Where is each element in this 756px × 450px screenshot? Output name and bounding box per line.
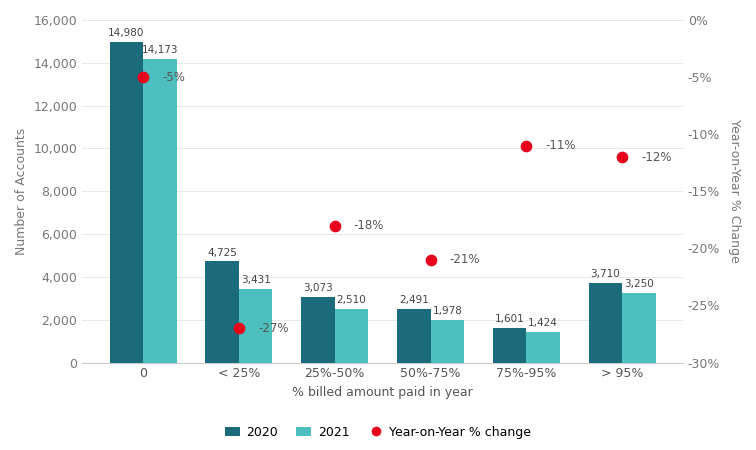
Text: 4,725: 4,725	[207, 248, 237, 257]
X-axis label: % billed amount paid in year: % billed amount paid in year	[293, 386, 473, 399]
Y-axis label: Year-on-Year % Change: Year-on-Year % Change	[728, 119, 741, 263]
Bar	[430, 320, 464, 363]
Legend: 2020, 2021, Year-on-Year % change: 2020, 2021, Year-on-Year % change	[220, 421, 536, 444]
Bar	[493, 328, 526, 363]
Text: 1,424: 1,424	[528, 318, 558, 328]
Year-on-Year % change	[233, 325, 245, 332]
Year-on-Year % change	[424, 256, 436, 263]
Bar	[589, 283, 622, 363]
Text: 3,250: 3,250	[624, 279, 654, 289]
Bar	[397, 309, 430, 363]
Bar	[239, 289, 272, 363]
Bar	[335, 309, 368, 363]
Y-axis label: Number of Accounts: Number of Accounts	[15, 128, 28, 255]
Text: -27%: -27%	[258, 322, 289, 335]
Bar	[526, 332, 560, 363]
Text: -11%: -11%	[546, 139, 576, 152]
Year-on-Year % change	[137, 73, 149, 81]
Text: 3,431: 3,431	[240, 275, 271, 285]
Text: 14,173: 14,173	[141, 45, 178, 55]
Bar	[143, 59, 177, 363]
Year-on-Year % change	[520, 142, 532, 149]
Text: 14,980: 14,980	[108, 28, 144, 38]
Text: -12%: -12%	[641, 151, 672, 163]
Bar	[301, 297, 335, 363]
Text: -5%: -5%	[163, 71, 185, 84]
Bar	[110, 42, 143, 363]
Text: 3,710: 3,710	[590, 269, 620, 279]
Text: 1,601: 1,601	[494, 315, 525, 324]
Year-on-Year % change	[329, 222, 341, 229]
Text: 3,073: 3,073	[303, 283, 333, 293]
Bar	[206, 261, 239, 363]
Text: -18%: -18%	[354, 219, 384, 232]
Year-on-Year % change	[616, 153, 628, 161]
Text: 2,491: 2,491	[399, 295, 429, 306]
Text: 2,510: 2,510	[336, 295, 367, 305]
Text: -21%: -21%	[450, 253, 480, 266]
Bar	[622, 293, 655, 363]
Text: 1,978: 1,978	[432, 306, 462, 316]
